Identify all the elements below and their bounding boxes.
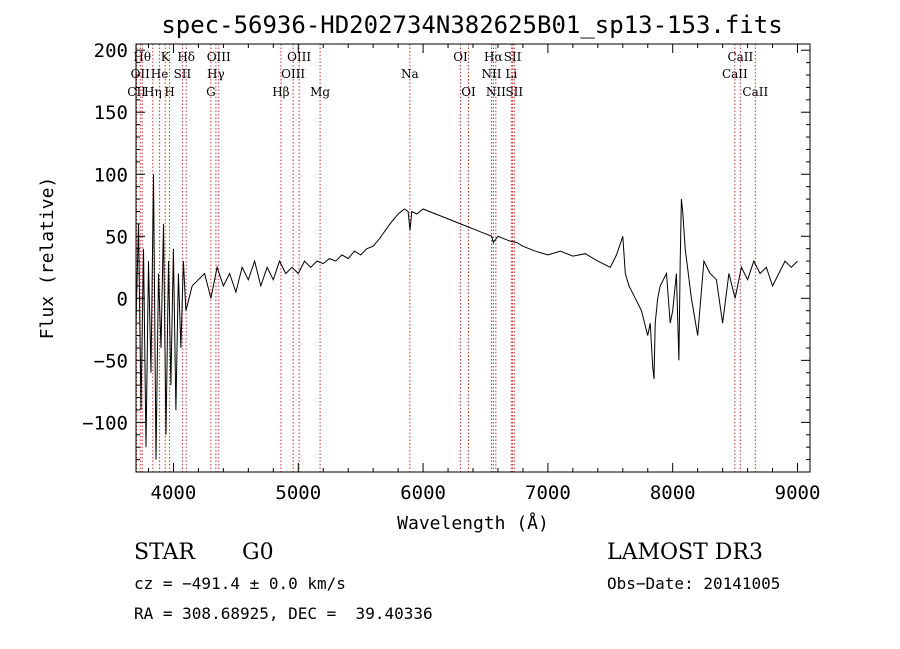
spectral-line-label: CaII: [727, 50, 753, 64]
spectral-line-label: He: [151, 67, 169, 81]
spectral-line-label: Hα: [484, 50, 503, 64]
spectral-line-label: SII: [505, 85, 523, 99]
spectral-line-label: OIII: [207, 50, 231, 64]
y-tick-label: 100: [94, 164, 128, 186]
spectral-line-label: Hγ: [207, 67, 225, 81]
spectral-line-label: Hδ: [177, 50, 195, 64]
spectral-line-labels: HθOIICIIHηHeKHSIIHδGHγOIIIHβOIIIOIIIMgNa…: [127, 50, 768, 99]
plot-frame: [135, 43, 811, 473]
x-tick-label: 9000: [775, 482, 821, 504]
x-tick-label: 6000: [400, 482, 446, 504]
spectrum-series: [135, 174, 798, 460]
object-subclass: G0: [242, 540, 274, 565]
object-class: STAR: [134, 540, 195, 565]
spectral-line-label: Hβ: [272, 85, 289, 99]
spectral-line-label: NII: [481, 67, 501, 81]
spectral-line-label: H: [164, 85, 174, 99]
x-axis-label: Wavelength (Å): [397, 512, 549, 534]
survey-name: LAMOST DR3: [607, 540, 763, 565]
spectral-line-label: Li: [505, 67, 517, 81]
spectral-line-label: G: [206, 85, 216, 99]
spectral-line-label: CaII: [722, 67, 748, 81]
spectral-line-label: OII: [131, 67, 151, 81]
spectral-line-label: OIII: [287, 50, 311, 64]
x-tick-label: 8000: [650, 482, 696, 504]
spectral-line-label: Hη: [144, 85, 162, 99]
spectral-line-label: CII: [127, 85, 146, 99]
y-tick-label: −100: [82, 412, 128, 434]
x-axis: 4000 5000 6000 7000 8000 9000: [147, 44, 821, 504]
spectral-line-label: Mg: [310, 85, 330, 99]
y-tick-label: 50: [105, 226, 128, 248]
spectral-line-label: Na: [401, 67, 419, 81]
redshift-cz: cz = −491.4 ± 0.0 km/s: [134, 574, 346, 593]
x-tick-label: 5000: [275, 482, 321, 504]
x-tick-label: 7000: [525, 482, 571, 504]
y-tick-label: 0: [117, 288, 128, 310]
spectral-line-label: SII: [504, 50, 522, 64]
spectrum-chart: spec-56936-HD202734N382625B01_sp13-153.f…: [37, 11, 821, 534]
spectral-line-label: OI: [453, 50, 468, 64]
spectral-line-label: OIII: [281, 67, 305, 81]
spectral-line-label: NII: [486, 85, 506, 99]
chart-title: spec-56936-HD202734N382625B01_sp13-153.f…: [161, 11, 782, 39]
spectrum-line: [135, 174, 798, 460]
spectral-line-label: CaII: [742, 85, 768, 99]
spectral-line-label: SII: [174, 67, 192, 81]
spectral-line-label: OI: [461, 85, 476, 99]
spectral-line-label: K: [161, 50, 171, 64]
y-axis-label: Flux (relative): [37, 177, 58, 340]
spectral-line-markers: [136, 44, 756, 472]
y-tick-label: 200: [94, 40, 128, 62]
spectral-line-label: Hθ: [133, 50, 151, 64]
sky-coordinates: RA = 308.68925, DEC = 39.40336: [134, 604, 433, 623]
y-tick-label: 150: [94, 102, 128, 124]
y-axis: −100 −50 0 50 100 150 200: [82, 40, 810, 461]
observation-date: Obs−Date: 20141005: [607, 574, 781, 593]
x-tick-label: 4000: [151, 482, 197, 504]
y-tick-label: −50: [94, 350, 128, 372]
